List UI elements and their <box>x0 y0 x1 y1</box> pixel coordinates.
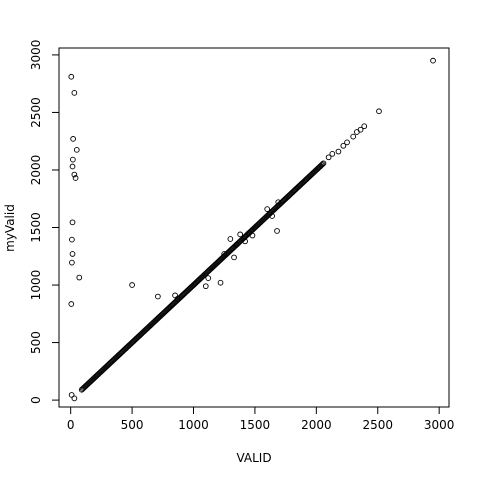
data-points <box>68 57 436 402</box>
data-point <box>172 292 178 299</box>
diagonal-point <box>320 160 327 167</box>
data-point <box>68 73 75 80</box>
x-tick-label: 500 <box>121 418 144 432</box>
x-axis-title: VALID <box>236 451 271 465</box>
diagonal-point <box>319 161 326 168</box>
data-point <box>71 90 78 96</box>
data-point <box>242 238 248 245</box>
data-point <box>69 259 75 266</box>
data-point <box>217 279 224 286</box>
x-axis: 0 500 1000 1500 2000 2500 3000 <box>67 407 455 432</box>
data-point <box>69 251 76 257</box>
x-tick-label: 2500 <box>362 418 393 432</box>
data-point <box>325 154 332 161</box>
data-point <box>344 139 350 146</box>
y-tick-label: 2000 <box>29 155 43 186</box>
x-tick-label: 2000 <box>301 418 332 432</box>
y-tick-label: 3000 <box>29 40 43 71</box>
data-point <box>155 293 161 300</box>
data-point <box>237 231 244 238</box>
y-tick-label: 2500 <box>29 97 43 128</box>
data-point <box>73 146 80 153</box>
data-point <box>202 283 209 290</box>
data-point <box>376 108 382 115</box>
data-point <box>69 236 75 243</box>
data-point <box>231 254 237 261</box>
x-tick-label: 1500 <box>240 418 271 432</box>
data-point <box>269 213 275 219</box>
y-axis-title: myValid <box>3 204 17 252</box>
data-point <box>430 57 436 64</box>
data-point <box>329 151 336 157</box>
data-point <box>274 228 280 234</box>
data-point <box>221 251 228 257</box>
data-point <box>129 282 135 288</box>
data-point <box>71 171 78 178</box>
data-point <box>264 206 271 212</box>
data-point <box>335 148 342 155</box>
data-point <box>69 163 76 170</box>
data-point <box>361 123 368 130</box>
data-point <box>69 219 76 226</box>
data-point <box>227 236 234 242</box>
data-point <box>340 142 347 149</box>
data-point <box>70 156 76 163</box>
y-axis: 0 500 1000 1500 2000 2500 3000 <box>29 40 59 404</box>
data-point <box>249 232 256 239</box>
data-point <box>350 133 357 140</box>
data-point <box>72 175 79 181</box>
y-tick-label: 1500 <box>29 212 43 243</box>
data-point <box>275 199 282 206</box>
data-point <box>68 392 75 398</box>
y-tick-label: 0 <box>29 396 43 404</box>
data-point <box>174 295 181 302</box>
y-tick-label: 500 <box>29 331 43 354</box>
x-tick-label: 3000 <box>424 418 455 432</box>
data-point <box>205 275 212 281</box>
data-point <box>76 274 83 281</box>
data-point <box>233 241 240 248</box>
x-tick-label: 0 <box>67 418 75 432</box>
x-tick-label: 1000 <box>178 418 209 432</box>
data-point <box>68 301 75 307</box>
data-point <box>71 395 78 402</box>
data-point <box>357 126 364 133</box>
data-point <box>70 136 76 142</box>
y-tick-label: 1000 <box>29 270 43 301</box>
